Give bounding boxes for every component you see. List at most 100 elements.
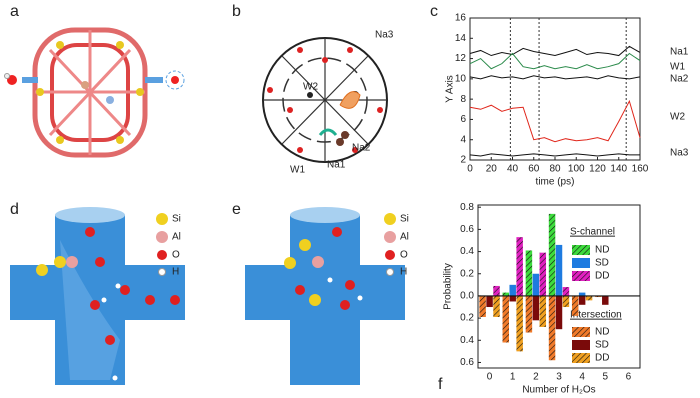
annotation: W2: [303, 82, 318, 93]
bar: [548, 213, 556, 296]
bar: [525, 250, 533, 296]
panel-label: e: [232, 201, 241, 218]
bar: [509, 295, 516, 302]
x-tick-label: 1: [510, 372, 516, 383]
x-tick-label: 20: [486, 164, 498, 175]
bar: [571, 295, 579, 316]
series-line: [469, 153, 640, 157]
x-tick-label: 6: [626, 372, 632, 383]
bar: [539, 295, 547, 327]
x-tick-label: 5: [603, 372, 609, 383]
x-tick-label: 0: [467, 164, 473, 175]
legend-label: Al: [400, 232, 409, 243]
y-tick-label: 0.8: [460, 202, 474, 213]
y-axis-label: Probability: [443, 263, 454, 310]
legend-swatch: [572, 353, 590, 363]
bar: [578, 292, 586, 296]
bar: [562, 295, 570, 308]
x-tick-label: 3: [556, 372, 562, 383]
y-tick-label: 10: [455, 73, 467, 84]
bar: [578, 295, 586, 305]
y-tick-label: 8: [460, 94, 466, 105]
x-tick-label: 120: [589, 164, 606, 175]
legend-label: H: [172, 267, 179, 278]
bar: [493, 295, 500, 317]
x-tick-label: 4: [579, 372, 585, 383]
y-tick-label: 0.4: [460, 246, 474, 257]
series-line: [469, 75, 641, 80]
y-tick-label: 0.0: [460, 291, 474, 302]
plot-frame: [469, 17, 641, 161]
legend-label: DD: [595, 271, 609, 282]
bar: [516, 295, 523, 352]
bar: [548, 295, 556, 361]
series-label: W1: [670, 62, 685, 73]
series-line: [469, 45, 641, 57]
legend-label: Al: [172, 232, 181, 243]
y-tick-label: 0.6: [460, 357, 474, 368]
bar: [532, 295, 540, 321]
panel-label: d: [10, 201, 19, 218]
legend-label: SD: [595, 258, 609, 269]
cage-structure: [262, 37, 388, 163]
channel-intersection: [245, 207, 405, 385]
series-label: Na3: [670, 148, 689, 159]
legend-swatch: [572, 340, 590, 350]
legend-label: O: [172, 250, 180, 261]
bar: [516, 237, 523, 296]
legend-title: S-channel: [570, 227, 615, 238]
legend-label: O: [400, 250, 408, 261]
legend-title: Intersection: [570, 310, 622, 321]
x-tick-label: 0: [487, 372, 493, 383]
bar: [555, 244, 563, 296]
legend-label: SD: [595, 340, 609, 351]
bar: [525, 295, 533, 333]
y-tick-label: 0.6: [460, 224, 474, 235]
x-axis-label: time (ps): [536, 177, 575, 188]
x-tick-label: 80: [549, 164, 561, 175]
bar: [502, 295, 510, 343]
series-line: [469, 99, 641, 143]
x-tick-label: 60: [528, 164, 540, 175]
zeolite-cage: [4, 27, 185, 158]
y-tick-label: 14: [455, 33, 467, 44]
x-tick-label: 140: [610, 164, 627, 175]
bar: [532, 273, 540, 296]
y-tick-label: 2: [460, 155, 466, 166]
panel-label: c: [430, 3, 438, 20]
x-tick-label: 160: [632, 164, 649, 175]
series-label: W2: [670, 112, 685, 123]
bar: [509, 284, 516, 296]
panel-label: b: [232, 3, 241, 20]
legend-label: H: [400, 267, 407, 278]
x-tick-label: 100: [568, 164, 585, 175]
bar: [585, 295, 593, 301]
bar: [602, 295, 609, 305]
legend-swatch: [572, 245, 590, 255]
panel-label: a: [10, 3, 19, 20]
legend-label: ND: [595, 245, 609, 256]
x-tick-label: 40: [507, 164, 519, 175]
bar: [555, 295, 563, 330]
legend-swatch: [572, 327, 590, 337]
bar: [562, 287, 570, 296]
legend-label: Si: [400, 214, 409, 225]
legend-label: DD: [595, 353, 609, 364]
legend-label: Si: [172, 214, 181, 225]
legend-swatch: [572, 271, 590, 281]
plot-frame: [477, 204, 641, 369]
series-label: Na1: [670, 47, 689, 58]
bar: [493, 285, 500, 296]
series-line: [469, 52, 641, 70]
panel-label: f: [438, 376, 443, 393]
annotation: Na3: [375, 30, 394, 41]
annotation: Na1: [327, 160, 346, 171]
y-axis-label: Y Axis: [445, 75, 456, 103]
x-axis-label: Number of H₂Os: [522, 385, 595, 396]
bar: [502, 292, 510, 296]
legend-label: ND: [595, 327, 609, 338]
x-tick-label: 2: [533, 372, 539, 383]
y-tick-label: 12: [455, 53, 467, 64]
y-tick-label: 0.2: [460, 313, 474, 324]
